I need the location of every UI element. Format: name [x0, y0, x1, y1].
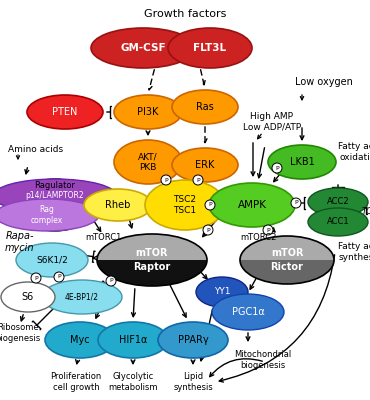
Ellipse shape [145, 180, 225, 230]
Text: LKB1: LKB1 [290, 157, 314, 167]
Text: FLT3L: FLT3L [194, 43, 226, 53]
Text: S6K1/2: S6K1/2 [36, 256, 68, 264]
Ellipse shape [114, 140, 182, 184]
Text: P: P [266, 228, 270, 232]
Circle shape [54, 272, 64, 282]
Circle shape [31, 273, 41, 283]
Text: Rag
complex: Rag complex [31, 205, 63, 225]
Text: Low oxygen: Low oxygen [295, 77, 353, 87]
Ellipse shape [212, 294, 284, 330]
Text: TSC2
TSC1: TSC2 TSC1 [174, 195, 196, 215]
Text: P: P [206, 228, 210, 232]
Text: PGC1α: PGC1α [232, 307, 265, 317]
Text: GM-CSF: GM-CSF [120, 43, 166, 53]
Ellipse shape [97, 234, 207, 286]
Text: HIF1α: HIF1α [119, 335, 147, 345]
Ellipse shape [98, 322, 168, 358]
Ellipse shape [158, 322, 228, 358]
Ellipse shape [308, 188, 368, 216]
Text: Ribosome
biogenesis: Ribosome biogenesis [0, 323, 41, 343]
Ellipse shape [114, 95, 182, 129]
Text: ACC2: ACC2 [327, 198, 349, 206]
Text: P: P [57, 274, 61, 280]
Ellipse shape [168, 28, 252, 68]
Text: 4E-BP1/2: 4E-BP1/2 [65, 292, 99, 302]
Text: P: P [164, 178, 168, 182]
Ellipse shape [240, 236, 334, 284]
Text: PI3K: PI3K [137, 107, 159, 117]
Circle shape [203, 225, 213, 235]
Circle shape [106, 276, 116, 286]
Text: TOFA: TOFA [362, 208, 370, 216]
Ellipse shape [209, 183, 295, 227]
Ellipse shape [240, 236, 334, 284]
Ellipse shape [268, 145, 336, 179]
Circle shape [272, 163, 282, 173]
Text: Ras: Ras [196, 102, 214, 112]
Ellipse shape [308, 208, 368, 236]
Text: ERK: ERK [195, 160, 215, 170]
Ellipse shape [1, 282, 55, 312]
Text: High AMP
Low ADP/ATP: High AMP Low ADP/ATP [243, 112, 301, 132]
Text: Rheb: Rheb [105, 200, 131, 210]
Text: ACC1: ACC1 [327, 218, 349, 226]
Text: mTOR: mTOR [136, 248, 168, 258]
Ellipse shape [97, 234, 207, 286]
Text: Raptor: Raptor [133, 262, 171, 272]
Text: P: P [34, 276, 38, 280]
Circle shape [193, 175, 203, 185]
Ellipse shape [172, 148, 238, 182]
Text: P: P [196, 178, 200, 182]
Text: P: P [294, 200, 298, 206]
Circle shape [205, 200, 215, 210]
Circle shape [161, 175, 171, 185]
Text: Ragulator: Ragulator [34, 180, 75, 190]
Ellipse shape [0, 199, 99, 231]
Ellipse shape [91, 28, 195, 68]
Text: Proliferation
cell growth: Proliferation cell growth [50, 372, 102, 392]
Ellipse shape [0, 179, 117, 213]
Text: mTORC2: mTORC2 [240, 232, 276, 242]
Ellipse shape [15, 179, 95, 231]
Text: Myc: Myc [70, 335, 90, 345]
Text: Fatty acid
oxidation: Fatty acid oxidation [338, 142, 370, 162]
Text: Rictor: Rictor [270, 262, 303, 272]
Text: Mitochondrial
biogenesis: Mitochondrial biogenesis [234, 350, 292, 370]
Text: AMPK: AMPK [238, 200, 266, 210]
Ellipse shape [84, 189, 152, 221]
Text: AKT/
PKB: AKT/ PKB [138, 152, 158, 172]
Text: p14/LAMPTOR2: p14/LAMPTOR2 [26, 192, 84, 200]
Text: mTORC1: mTORC1 [85, 232, 122, 242]
Text: P: P [275, 166, 279, 170]
Ellipse shape [196, 277, 248, 307]
Text: S6: S6 [22, 292, 34, 302]
Text: Glycolytic
metabolism: Glycolytic metabolism [108, 372, 158, 392]
Text: P: P [208, 202, 212, 208]
Text: PTEN: PTEN [52, 107, 78, 117]
Circle shape [263, 225, 273, 235]
Text: Growth factors: Growth factors [144, 9, 226, 19]
Text: mTOR: mTOR [271, 248, 303, 258]
Text: YY1: YY1 [214, 288, 230, 296]
Text: Rapa-
mycin: Rapa- mycin [5, 231, 34, 253]
Text: PPARγ: PPARγ [178, 335, 208, 345]
Text: Amino acids: Amino acids [8, 146, 63, 154]
Text: P: P [109, 278, 113, 284]
Ellipse shape [45, 322, 115, 358]
Ellipse shape [42, 280, 122, 314]
Ellipse shape [172, 90, 238, 124]
Text: Fatty acid
synthesis: Fatty acid synthesis [338, 242, 370, 262]
Ellipse shape [27, 95, 103, 129]
Text: Lipid
synthesis: Lipid synthesis [173, 372, 213, 392]
Circle shape [291, 198, 301, 208]
Ellipse shape [16, 243, 88, 277]
